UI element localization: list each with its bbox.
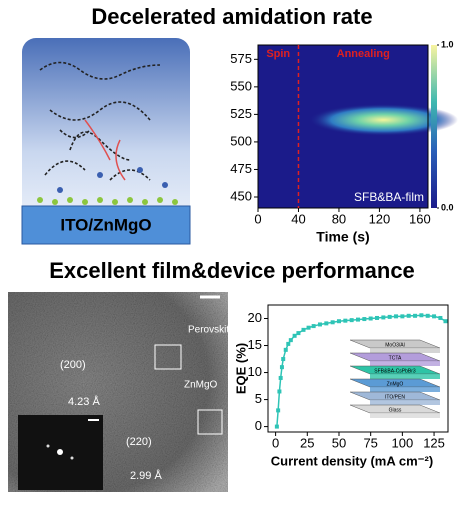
x-tick-label: 100 — [392, 435, 414, 450]
x-tick-label: 25 — [300, 435, 314, 450]
device-layer-label: Glass — [389, 407, 402, 413]
x-tick-label: 160 — [409, 211, 431, 226]
device-layer-side — [370, 400, 440, 405]
y-tick-label: 450 — [230, 188, 252, 203]
colorbar — [431, 45, 437, 208]
eqe-point — [330, 320, 335, 325]
annotation: SFB&BA-film — [354, 190, 424, 204]
micrograph-label: (220) — [126, 436, 152, 448]
device-layer-label: MoO3/Al — [385, 342, 404, 348]
y-tick-label: 475 — [230, 161, 252, 176]
x-axis-label: Time (s) — [316, 229, 369, 245]
micrograph-label: Perovskite — [188, 325, 235, 336]
eqe-point — [349, 318, 354, 323]
y-tick-label: 550 — [230, 78, 252, 93]
device-layer-label: SFB&BA-CsPbBr3 — [374, 368, 416, 374]
eqe-point — [387, 314, 392, 319]
eqe-point — [296, 331, 301, 336]
eqe-point — [336, 319, 341, 324]
x-tick-label: 120 — [369, 211, 391, 226]
micrograph-label: (200) — [60, 359, 86, 371]
y-tick-label: 500 — [230, 133, 252, 148]
eqe-point — [288, 338, 293, 343]
device-layer-label: TCTA — [389, 355, 402, 361]
eqe-point — [277, 389, 282, 394]
eqe-point — [278, 375, 283, 380]
x-tick-label: 80 — [332, 211, 346, 226]
emission-band — [308, 103, 458, 136]
y-tick-label: 575 — [230, 51, 252, 66]
eqe-point — [292, 333, 297, 338]
eqe-point — [443, 319, 448, 324]
device-layer-side — [370, 374, 440, 379]
eqe-point — [306, 325, 311, 330]
x-axis-label: Current density (mA cm⁻²) — [271, 453, 433, 468]
micrograph-label: 2.99 Å — [130, 469, 162, 482]
x-tick-label: 40 — [291, 211, 305, 226]
micrograph: Perovskite ZnMgO (200) 4.23 Å (220) 2.99… — [8, 292, 235, 492]
eqe-point — [394, 314, 399, 319]
device-layer-side — [370, 413, 440, 418]
schematic: ITO/ZnMgO — [21, 38, 191, 245]
device-layer-side — [370, 361, 440, 366]
y-tick-label: 10 — [248, 364, 262, 379]
eqe-point — [286, 341, 291, 346]
x-tick-label: 0 — [254, 211, 261, 226]
annotation: Annealing — [337, 48, 390, 60]
eqe-point — [438, 315, 443, 320]
eqe-point — [281, 357, 286, 362]
eqe-point — [413, 313, 418, 318]
eqe-point — [375, 315, 380, 320]
eqe-point — [301, 327, 306, 332]
eqe-point — [274, 424, 279, 429]
eqe-point — [317, 322, 322, 327]
eqe-point — [283, 347, 288, 352]
device-inset: MoO3/Al TCTA SFB&BA-CsPbBr3 ZnMgO ITO/PEN Gla… — [349, 339, 441, 418]
x-tick-label: 75 — [363, 435, 377, 450]
heading: Decelerated amidation rate — [91, 4, 372, 29]
heading: Excellent film&device performance — [49, 258, 415, 283]
device-layer-label: ZnMgO — [387, 381, 404, 387]
eqe-point — [362, 317, 367, 322]
eqe-point — [425, 313, 430, 318]
plot-frame — [257, 44, 429, 209]
substrate-label: ITO/ZnMgO — [60, 215, 151, 234]
eqe-point — [419, 313, 424, 318]
y-tick-label: 5 — [255, 391, 262, 406]
micrograph-label: 4.23 Å — [68, 395, 100, 408]
eqe-point — [343, 318, 348, 323]
eqe-point — [381, 315, 386, 320]
device-layer-side — [370, 387, 440, 392]
eqe-point — [368, 316, 373, 321]
y-tick-label: 525 — [230, 106, 252, 121]
colorbar-label: 1.0 — [441, 39, 454, 49]
x-tick-label: 125 — [423, 435, 445, 450]
y-tick-label: 0 — [255, 418, 262, 433]
eqe-point — [356, 317, 360, 322]
eqe-point — [406, 313, 411, 318]
annotation: Spin — [266, 48, 290, 60]
y-tick-label: 15 — [248, 337, 262, 352]
x-tick-label: 50 — [332, 435, 346, 450]
eqe-point — [400, 314, 405, 319]
x-tick-label: 0 — [272, 435, 279, 450]
eqe-point — [432, 314, 437, 319]
eqe-point — [276, 408, 281, 413]
eqe-point — [279, 365, 284, 370]
device-layer-label: ITO/PEN — [385, 394, 405, 400]
device-layer-side — [370, 348, 440, 353]
eqe-point — [324, 321, 329, 326]
eqe-point — [311, 324, 316, 329]
colorbar-label: 0.0 — [441, 202, 454, 212]
micrograph-label: ZnMgO — [184, 380, 218, 391]
y-tick-label: 20 — [248, 310, 262, 325]
y-axis-label: EQE (%) — [233, 343, 248, 394]
